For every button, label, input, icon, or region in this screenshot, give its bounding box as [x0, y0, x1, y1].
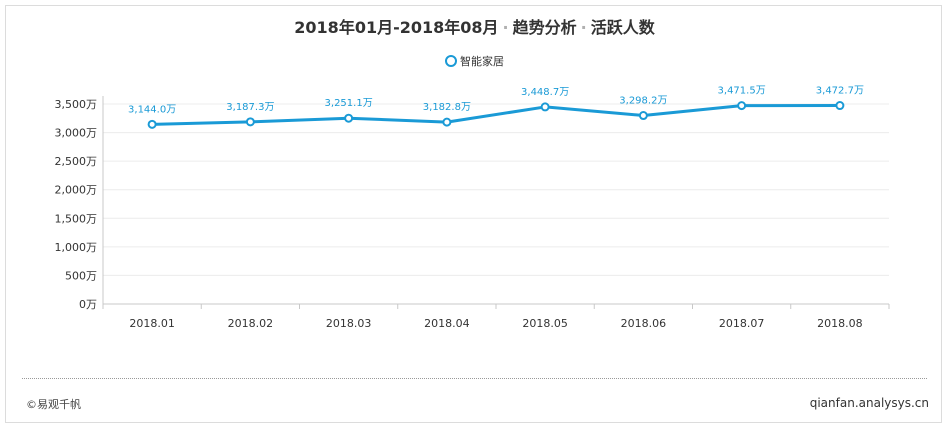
copyright-text: ©易观千帆: [26, 398, 81, 411]
data-point: [638, 111, 648, 121]
x-tick-label: 2018.07: [719, 317, 765, 330]
y-tick-label: 2,000万: [55, 184, 98, 197]
y-tick-label: 3,500万: [55, 98, 98, 111]
x-tick-label: 2018.08: [817, 317, 863, 330]
data-point: [737, 101, 747, 111]
title-separator-2: ·: [580, 18, 587, 37]
data-point: [540, 102, 550, 112]
x-tick-label: 2018.03: [326, 317, 372, 330]
data-point: [245, 117, 255, 127]
title-metric: 活跃人数: [590, 18, 655, 37]
title-section: 趋势分析: [512, 18, 577, 37]
site-url: qianfan.analysys.cn: [809, 396, 929, 410]
data-point: [147, 119, 157, 129]
x-axis: 2018.01 2018.02 2018.03 2018.04 2018.05 2018.…: [102, 96, 890, 330]
legend-marker-icon: [445, 55, 457, 67]
y-tick-label: 2,500万: [55, 155, 98, 168]
x-tick-label: 2018.02: [228, 317, 274, 330]
chart-title: 2018年01月-2018年08月 · 趋势分析 · 活跃人数: [0, 14, 949, 38]
y-tick-label: 500万: [65, 269, 97, 282]
data-point: [835, 101, 845, 111]
data-point: [442, 117, 452, 127]
data-label: 3,144.0万: [128, 104, 176, 115]
legend-label: 智能家居: [460, 55, 504, 68]
data-label: 3,448.7万: [521, 87, 569, 98]
series-polyline: [152, 104, 840, 126]
x-tick-label: 2018.06: [621, 317, 667, 330]
data-label: 3,182.8万: [423, 102, 471, 113]
y-tick-label: 0万: [79, 298, 97, 311]
y-tick-label: 3,000万: [55, 127, 98, 140]
series-line: 3,144.0万 3,187.3万 3,251.1万 3,182.8万 3,448.7万…: [128, 86, 864, 129]
x-tick-label: 2018.04: [424, 317, 470, 330]
data-label: 3,187.3万: [226, 102, 274, 113]
grid: [103, 103, 889, 276]
footer-divider: [22, 378, 927, 379]
data-label: 3,471.5万: [718, 86, 766, 97]
x-tick-label: 2018.05: [522, 317, 568, 330]
data-label: 3,298.2万: [619, 96, 667, 107]
y-tick-label: 1,500万: [55, 212, 98, 225]
data-label: 3,472.7万: [816, 86, 864, 97]
title-date-range: 2018年01月-2018年08月: [294, 18, 499, 37]
legend[interactable]: 智能家居: [0, 53, 949, 69]
y-axis: 0万 500万 1,000万 1,500万 2,000万 2,500万 3,000万 3,50…: [55, 98, 98, 311]
data-label: 3,251.1万: [325, 98, 373, 109]
data-point: [344, 113, 354, 123]
x-tick-label: 2018.01: [129, 317, 175, 330]
title-separator-1: ·: [502, 18, 509, 37]
chart-frame: [5, 5, 942, 423]
y-tick-label: 1,000万: [55, 241, 98, 254]
